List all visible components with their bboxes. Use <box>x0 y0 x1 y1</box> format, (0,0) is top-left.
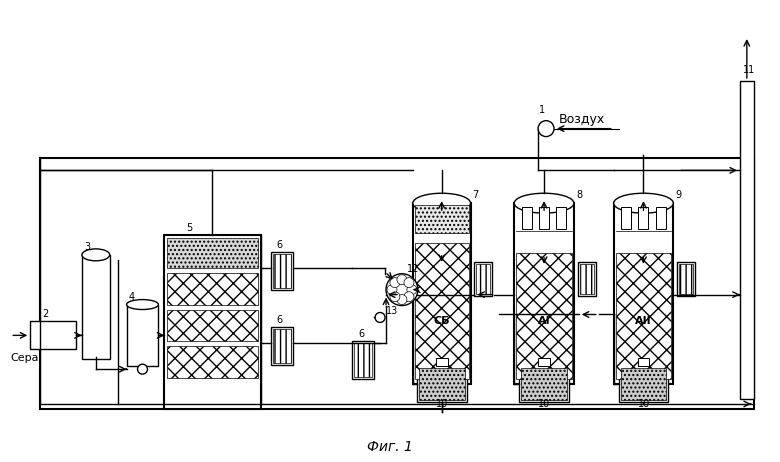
Text: 8: 8 <box>576 190 582 200</box>
Bar <box>419 368 465 400</box>
Bar <box>521 368 567 400</box>
Text: 5: 5 <box>186 223 193 233</box>
Bar <box>40 158 753 409</box>
Circle shape <box>386 274 418 305</box>
Bar <box>740 81 753 399</box>
Bar <box>514 203 574 384</box>
Circle shape <box>397 275 407 285</box>
Bar <box>168 310 258 341</box>
Circle shape <box>390 278 400 287</box>
Bar <box>271 252 292 290</box>
Bar <box>415 243 469 379</box>
Bar <box>477 264 491 294</box>
Bar <box>538 358 550 366</box>
Bar <box>519 366 569 402</box>
Circle shape <box>390 292 400 302</box>
Ellipse shape <box>514 193 574 213</box>
Ellipse shape <box>126 299 158 310</box>
Ellipse shape <box>413 193 470 213</box>
Bar <box>273 254 291 288</box>
Ellipse shape <box>82 249 110 261</box>
Circle shape <box>397 295 407 304</box>
Bar <box>273 329 291 363</box>
Circle shape <box>137 364 147 374</box>
Bar <box>417 366 466 402</box>
Bar <box>522 207 532 229</box>
Bar <box>474 262 492 296</box>
Text: 9: 9 <box>675 190 682 200</box>
Text: АI: АI <box>537 316 551 327</box>
Bar <box>615 253 672 379</box>
Bar <box>619 366 668 402</box>
Bar <box>621 368 666 400</box>
Text: 10: 10 <box>538 399 551 409</box>
Bar <box>556 207 566 229</box>
Text: 4: 4 <box>129 292 135 302</box>
Bar <box>656 207 666 229</box>
Bar <box>639 207 648 229</box>
Text: 10: 10 <box>637 399 650 409</box>
Text: 6: 6 <box>277 316 283 325</box>
Bar <box>415 205 469 233</box>
Bar <box>271 328 292 365</box>
Bar <box>168 346 258 378</box>
Circle shape <box>538 121 554 137</box>
Bar <box>637 358 650 366</box>
Text: 6: 6 <box>358 329 364 340</box>
Text: СБ: СБ <box>434 316 450 327</box>
Text: 10: 10 <box>436 399 448 409</box>
Bar <box>354 343 372 377</box>
Text: 6: 6 <box>277 240 283 250</box>
Bar <box>621 207 631 229</box>
Bar <box>516 253 572 379</box>
Bar <box>679 264 693 294</box>
Text: 13: 13 <box>386 305 399 316</box>
Circle shape <box>404 292 414 302</box>
Circle shape <box>407 285 417 295</box>
Bar <box>677 262 695 296</box>
Text: 3: 3 <box>84 242 90 252</box>
Circle shape <box>375 312 385 322</box>
Bar <box>539 207 549 229</box>
Circle shape <box>387 285 397 295</box>
Bar <box>168 238 258 268</box>
Bar <box>580 264 594 294</box>
Circle shape <box>404 278 414 287</box>
Text: 7: 7 <box>473 190 479 200</box>
Ellipse shape <box>614 193 673 213</box>
Bar <box>165 235 261 409</box>
Text: 2: 2 <box>42 310 48 320</box>
Text: Фиг. 1: Фиг. 1 <box>367 440 413 454</box>
Bar <box>578 262 596 296</box>
Bar <box>413 203 470 384</box>
Bar <box>353 341 374 379</box>
Text: Сера: Сера <box>10 353 39 363</box>
Bar <box>168 273 258 304</box>
Bar <box>614 203 673 384</box>
Bar <box>436 358 448 366</box>
Bar <box>126 304 158 366</box>
Text: АII: АII <box>635 316 652 327</box>
Text: 1: 1 <box>539 105 545 115</box>
Bar <box>30 322 76 349</box>
Text: 11: 11 <box>743 65 755 75</box>
Text: Воздух: Воздух <box>559 113 605 126</box>
Text: 12: 12 <box>407 264 420 274</box>
Bar <box>82 255 110 359</box>
